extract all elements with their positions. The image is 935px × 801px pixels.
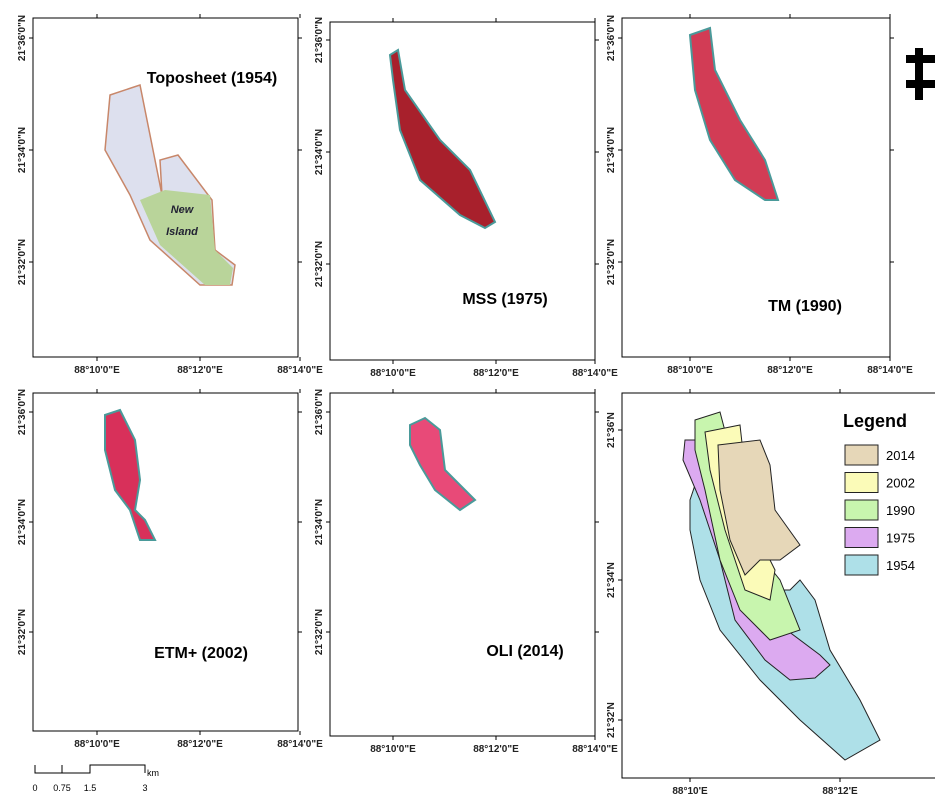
legend-swatch (845, 445, 878, 465)
y-tick-label: 21°36'0"N (314, 17, 325, 63)
x-tick-label: 88°12'0"E (177, 739, 223, 750)
x-tick-label: 88°12'0"E (473, 368, 519, 379)
panel-label: MSS (1975) (462, 291, 547, 308)
legend-label: 2014 (886, 448, 915, 463)
map-shape (105, 410, 155, 540)
y-tick-label: 21°32'N (606, 702, 617, 738)
legend-swatch (845, 473, 878, 493)
figure: New Island 0 0.75 1.5 3 km 21°36'0"N 21°34'0… (0, 0, 935, 796)
panel-label: ETM+ (2002) (154, 645, 248, 662)
y-tick-label: 21°36'N (606, 412, 617, 448)
y-tick-label: 21°36'0"N (314, 389, 325, 435)
x-tick-label: 88°10'0"E (74, 365, 120, 376)
legend-label: 1990 (886, 503, 915, 518)
scale-label: 3 (142, 783, 147, 793)
scale-label: 0.75 (53, 783, 71, 793)
y-tick-label: 21°36'0"N (17, 15, 28, 61)
map-shape (410, 418, 475, 510)
x-tick-label: 88°12'0"E (177, 365, 223, 376)
x-tick-label: 88°14'0"E (277, 365, 323, 376)
y-tick-label: 21°34'N (606, 562, 617, 598)
scale-label: 1.5 (84, 783, 97, 793)
scale-bar (35, 765, 145, 773)
x-tick-label: 88°10'E (672, 786, 708, 796)
x-tick-label: 88°14'0"E (572, 368, 618, 379)
y-tick-label: 21°36'0"N (606, 15, 617, 61)
y-tick-label: 21°36'0"N (17, 389, 28, 435)
scale-unit: km (147, 768, 159, 778)
y-tick-label: 21°34'0"N (17, 127, 28, 173)
y-tick-label: 21°32'0"N (17, 239, 28, 285)
x-tick-label: 88°10'0"E (370, 744, 416, 755)
map-shape (390, 50, 495, 228)
x-tick-label: 88°10'0"E (370, 368, 416, 379)
legend-swatch (845, 555, 878, 575)
y-tick-label: 21°34'0"N (314, 129, 325, 175)
legend-title: Legend (843, 411, 907, 431)
panel-label: OLI (2014) (486, 643, 563, 660)
x-tick-label: 88°12'0"E (473, 744, 519, 755)
legend-swatch (845, 500, 878, 520)
map-shape (690, 28, 778, 200)
x-tick-label: 88°14'0"E (867, 365, 913, 376)
y-tick-label: 21°32'0"N (606, 239, 617, 285)
y-tick-label: 21°34'0"N (606, 127, 617, 173)
x-tick-label: 88°10'0"E (74, 739, 120, 750)
legend-label: 1954 (886, 558, 915, 573)
x-tick-label: 88°12'0"E (767, 365, 813, 376)
x-tick-label: 88°14'0"E (572, 744, 618, 755)
legend-label: 1975 (886, 531, 915, 546)
y-tick-label: 21°32'0"N (314, 241, 325, 287)
x-tick-label: 88°12'E (822, 786, 858, 796)
map-annotation: Island (166, 226, 198, 238)
y-tick-label: 21°32'0"N (314, 609, 325, 655)
y-tick-label: 21°34'0"N (17, 499, 28, 545)
x-tick-label: 88°14'0"E (277, 739, 323, 750)
map-frame (33, 393, 298, 731)
panel-label: TM (1990) (768, 298, 842, 315)
map-annotation: New (171, 204, 195, 216)
y-tick-label: 21°34'0"N (314, 499, 325, 545)
north-arrow (906, 48, 935, 100)
panel-label: Toposheet (1954) (147, 70, 277, 87)
x-tick-label: 88°10'0"E (667, 365, 713, 376)
scale-label: 0 (32, 783, 37, 793)
map-frame (330, 393, 595, 736)
legend-swatch (845, 528, 878, 548)
legend-label: 2002 (886, 476, 915, 491)
y-tick-label: 21°32'0"N (17, 609, 28, 655)
